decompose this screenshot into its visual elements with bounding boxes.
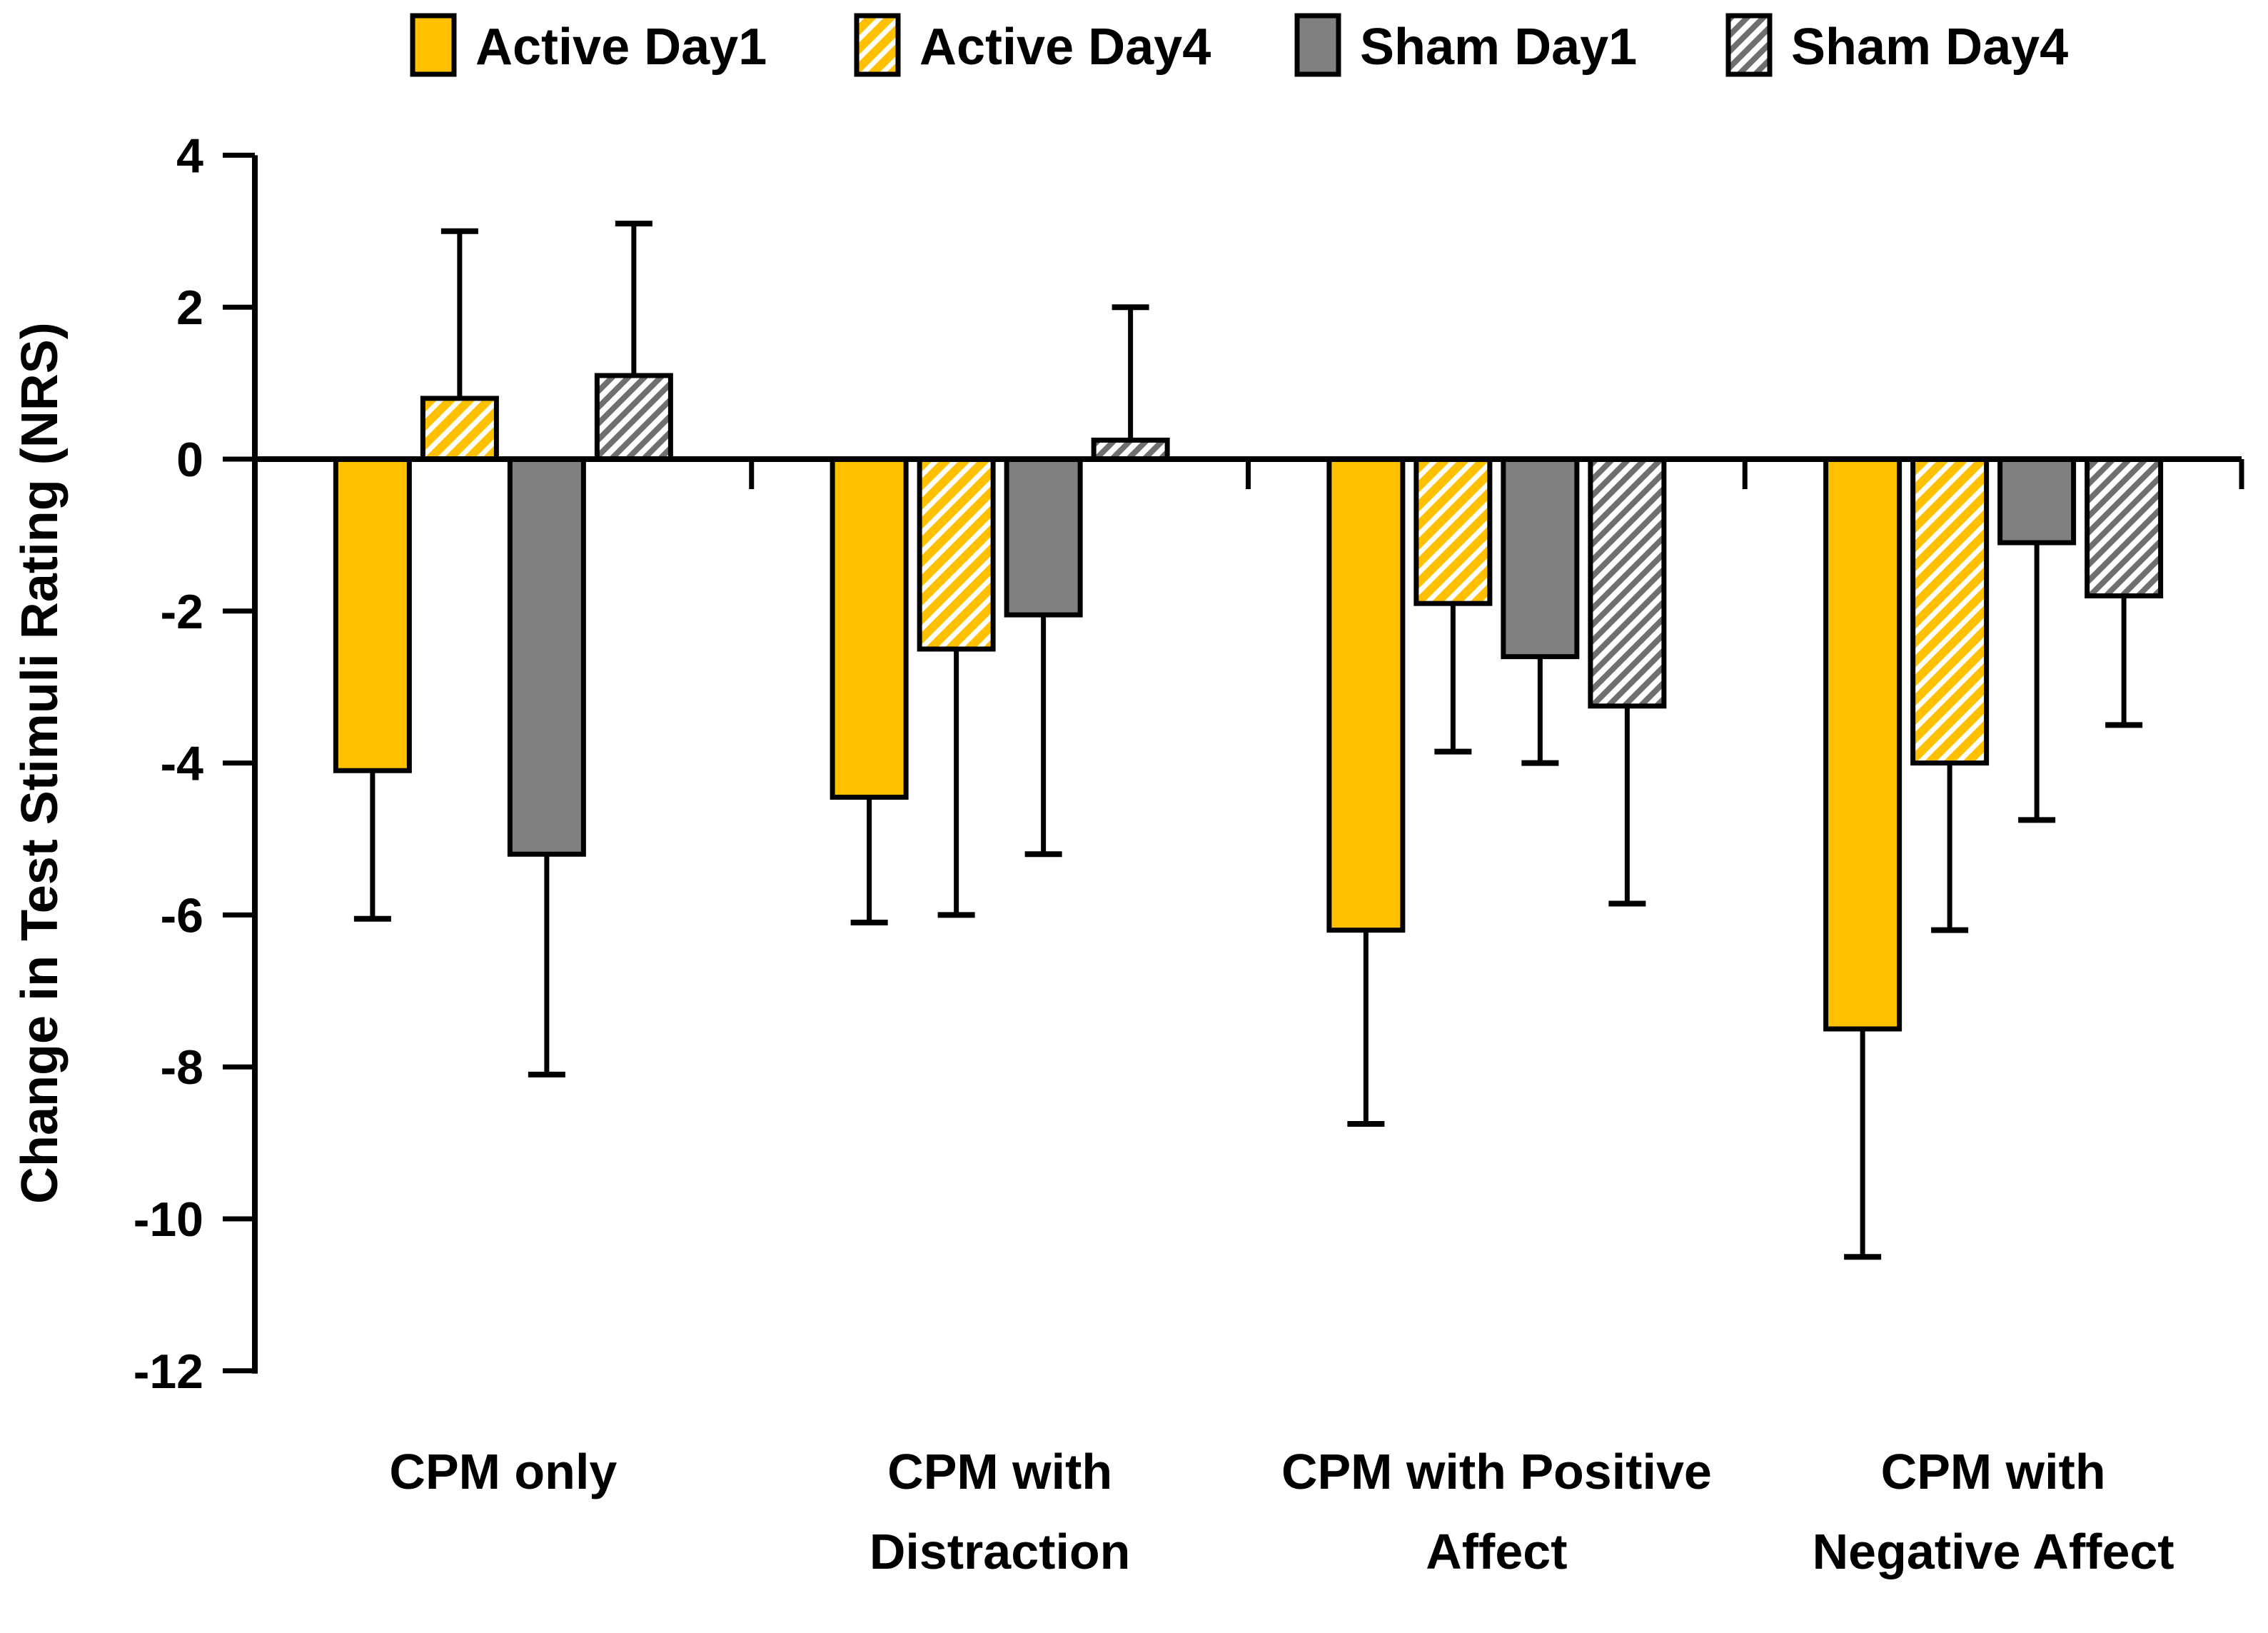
x-category-label-cpm-with-distraction: CPM with Distraction bbox=[870, 1444, 1131, 1579]
errorbar-sham-day4-cpm-with-distraction bbox=[1112, 304, 1149, 441]
x-category-label-line: CPM with Positive bbox=[1281, 1444, 1712, 1499]
y-tick-label-0: 0 bbox=[176, 433, 203, 487]
legend-item-active-day4: Active Day4 bbox=[854, 13, 1211, 77]
legend-label-sham-day4: Sham Day4 bbox=[1791, 19, 2068, 76]
bar-active-day1-cpm-only bbox=[333, 456, 412, 773]
x-category-label-line: Negative Affect bbox=[1813, 1524, 2174, 1579]
bar-sham-day1-cpm-only bbox=[507, 456, 586, 857]
x-category-label-line: Affect bbox=[1426, 1524, 1567, 1579]
bar-active-day4-cpm-only bbox=[420, 396, 499, 462]
legend-label-active-day4: Active Day4 bbox=[919, 19, 1211, 76]
legend-item-sham-day1: Sham Day1 bbox=[1294, 13, 1637, 77]
bar-sham-day1-cpm-with-positive-affect bbox=[1501, 456, 1580, 660]
bar-active-day1-cpm-with-distraction bbox=[830, 456, 909, 800]
x-category-label-cpm-with-negative-affect: CPM with Negative Affect bbox=[1813, 1444, 2174, 1579]
x-category-label-cpm-only: CPM only bbox=[389, 1444, 617, 1499]
legend-swatch-active-day4 bbox=[854, 13, 901, 77]
bar-active-day1-cpm-with-negative-affect bbox=[1823, 456, 1902, 1032]
x-category-label-line: CPM only bbox=[389, 1444, 617, 1499]
errorbar-sham-day1-cpm-with-negative-affect bbox=[2018, 543, 2056, 823]
y-tick-label--6: -6 bbox=[161, 888, 203, 943]
x-category-labels: CPM only CPM with Distraction CPM with Posi… bbox=[389, 1444, 2174, 1579]
x-category-label-cpm-with-positive-affect: CPM with Positive Affect bbox=[1281, 1444, 1712, 1579]
y-tick-label--4: -4 bbox=[161, 737, 204, 791]
errorbar-active-day4-cpm-only bbox=[440, 228, 478, 398]
legend-swatch-active-day1 bbox=[410, 13, 457, 77]
errorbar-active-day1-cpm-with-negative-affect bbox=[1844, 1029, 1882, 1260]
bar-sham-day4-cpm-with-positive-affect bbox=[1588, 456, 1667, 709]
errorbar-sham-day1-cpm-with-distraction bbox=[1024, 615, 1062, 858]
bar-active-day4-cpm-with-distraction bbox=[917, 456, 996, 652]
legend-label-sham-day1: Sham Day1 bbox=[1360, 19, 1637, 76]
y-tick-label-2: 2 bbox=[176, 281, 203, 335]
errorbar-sham-day4-cpm-with-positive-affect bbox=[1608, 705, 1646, 907]
legend-item-active-day1: Active Day1 bbox=[410, 13, 767, 77]
y-tick-label--8: -8 bbox=[161, 1040, 203, 1095]
legend: Active Day1 Active Day4 Sham Day1 Sham Day4 bbox=[410, 13, 2068, 77]
bar-active-day4-cpm-with-negative-affect bbox=[1910, 456, 1990, 766]
errorbar-active-day1-cpm-with-positive-affect bbox=[1347, 930, 1385, 1127]
errorbar-sham-day1-cpm-with-positive-affect bbox=[1521, 656, 1559, 766]
bar-active-day1-cpm-with-positive-affect bbox=[1326, 456, 1406, 933]
bar-sham-day4-cpm-with-negative-affect bbox=[2085, 456, 2164, 599]
y-tick-label--12: -12 bbox=[133, 1345, 203, 1399]
errorbar-active-day1-cpm-with-distraction bbox=[850, 797, 888, 926]
x-category-label-line: Distraction bbox=[870, 1524, 1131, 1579]
bar-sham-day1-cpm-with-negative-affect bbox=[1997, 456, 2077, 546]
errorbar-active-day4-cpm-with-positive-affect bbox=[1434, 603, 1472, 755]
y-tick-label--2: -2 bbox=[161, 585, 203, 639]
errorbar-sham-day4-cpm-with-negative-affect bbox=[2105, 596, 2143, 728]
legend-label-active-day1: Active Day1 bbox=[475, 19, 767, 76]
errorbar-sham-day4-cpm-only bbox=[615, 221, 652, 376]
errorbar-sham-day1-cpm-only bbox=[528, 854, 565, 1077]
bar-active-day4-cpm-with-positive-affect bbox=[1413, 456, 1493, 606]
y-axis-title: Change in Test Stimuli Rating (NRS) bbox=[11, 322, 69, 1204]
legend-swatch-sham-day1 bbox=[1294, 13, 1341, 77]
bar-sham-day4-cpm-only bbox=[594, 373, 673, 462]
errorbar-active-day4-cpm-with-negative-affect bbox=[1931, 763, 1969, 933]
legend-item-sham-day4: Sham Day4 bbox=[1725, 13, 2068, 77]
x-category-label-line: CPM with bbox=[1881, 1444, 2106, 1499]
axes: 4 2 0 -2 -4 -6 -8 -10 -12 bbox=[133, 129, 2244, 1399]
x-category-label-line: CPM with bbox=[887, 1444, 1112, 1499]
y-tick-label-4: 4 bbox=[176, 129, 203, 183]
errorbar-active-day1-cpm-only bbox=[353, 770, 391, 922]
y-tick-label--10: -10 bbox=[133, 1192, 203, 1247]
errorbar-active-day4-cpm-with-distraction bbox=[937, 649, 975, 918]
legend-swatch-sham-day4 bbox=[1725, 13, 1773, 77]
bars-group bbox=[333, 221, 2164, 1260]
bar-sham-day1-cpm-with-distraction bbox=[1004, 456, 1083, 618]
